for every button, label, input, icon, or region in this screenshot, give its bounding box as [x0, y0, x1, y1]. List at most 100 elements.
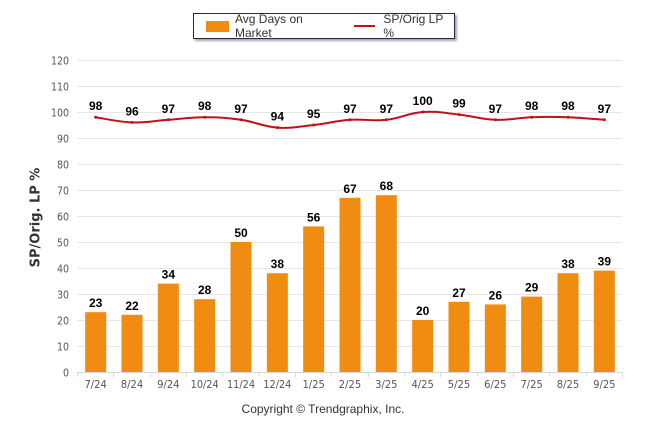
line-data-label: 100 [413, 94, 433, 108]
bar [303, 226, 325, 372]
bar-data-labels: 23 22 34 28 50 38 56 67 68 20 27 26 29 38 39 [89, 179, 611, 318]
line-data-label: 97 [598, 102, 612, 116]
line-point [530, 115, 534, 119]
legend-label-bar[interactable]: Avg Days on Market [234, 12, 303, 40]
x-tick-label: 11/24 [227, 378, 255, 391]
bar [157, 283, 179, 372]
bar-data-label: 34 [162, 268, 176, 282]
line-point [384, 118, 388, 122]
legend-swatch-line [354, 25, 376, 27]
bar-data-label: 22 [125, 299, 139, 313]
x-tick-label: 7/24 [84, 378, 106, 391]
line-point [203, 115, 207, 119]
y-tick-label: 100 [51, 107, 69, 120]
bar-data-label: 38 [271, 257, 285, 271]
line-data-label: 97 [489, 102, 503, 116]
line-data-label: 94 [271, 110, 285, 124]
line-data-label: 97 [380, 102, 394, 116]
x-axis: 7/24 8/24 9/24 10/24 11/24 12/24 1/25 2/25 3/25 4… [77, 372, 623, 391]
bar-data-label: 26 [489, 288, 503, 302]
line-point [275, 126, 279, 130]
line-data-label: 97 [343, 102, 357, 116]
y-tick-label: 110 [51, 81, 69, 94]
bar-data-label: 23 [89, 296, 103, 310]
bar [85, 312, 107, 372]
line-series [94, 110, 606, 130]
line-data-labels: 98 96 97 98 97 94 95 97 97 100 99 97 98 98 97 [89, 94, 611, 124]
legend-swatch-bar [206, 20, 229, 32]
bar [266, 273, 288, 372]
y-tick-label: 10 [57, 341, 69, 354]
x-tick-label: 1/25 [302, 378, 324, 391]
x-tick-label: 2/25 [339, 378, 361, 391]
line-point [94, 115, 98, 119]
x-tick-label: 12/24 [263, 378, 291, 391]
line-data-label: 99 [452, 97, 466, 111]
y-tick-label: 50 [57, 237, 69, 250]
bar [448, 301, 470, 372]
y-tick-label: 40 [57, 263, 69, 276]
copyright: Copyright © Trendgraphix, Inc. [241, 402, 405, 416]
y-tick-label: 60 [57, 211, 69, 224]
line-point [602, 118, 606, 122]
line-point [493, 118, 497, 122]
line-point [421, 110, 425, 114]
y-tick-label: 20 [57, 315, 69, 328]
bar-data-label: 27 [452, 286, 466, 300]
line-data-label: 98 [89, 99, 103, 113]
x-tick-label: 8/24 [121, 378, 143, 391]
bar [593, 270, 615, 372]
line-data-label: 98 [561, 99, 575, 113]
legend-label-line[interactable]: SP/Orig LP % [383, 12, 444, 40]
bar-data-label: 56 [307, 210, 321, 224]
bar-data-label: 67 [343, 182, 357, 196]
line-point [130, 120, 134, 124]
bar-data-label: 38 [561, 257, 575, 271]
line-data-label: 98 [525, 99, 539, 113]
bar [412, 320, 434, 372]
y-tick-labels: 0 10 20 30 40 50 60 70 80 90 100 110 120 [51, 55, 69, 380]
line-point [566, 115, 570, 119]
y-tick-label: 30 [57, 289, 69, 302]
x-tick-label: 5/25 [448, 378, 470, 391]
bar-data-label: 29 [525, 281, 539, 295]
line-data-label: 95 [307, 107, 321, 121]
bar-data-label: 39 [598, 255, 612, 269]
bar [121, 314, 143, 372]
line-point [166, 118, 170, 122]
legend: Avg Days on Market SP/Orig LP % [193, 12, 455, 40]
x-tick-label: 3/25 [375, 378, 397, 391]
line-point [348, 118, 352, 122]
line-data-label: 97 [162, 102, 176, 116]
x-tick-label: 8/25 [557, 378, 579, 391]
y-tick-label: 0 [63, 367, 69, 380]
bar-data-label: 68 [380, 179, 394, 193]
line-data-label: 97 [234, 102, 248, 116]
line-point [239, 118, 243, 122]
bar [484, 304, 506, 372]
y-axis-title: SP/Orig. LP % [28, 167, 44, 268]
bar-data-label: 50 [234, 226, 248, 240]
line-point [457, 113, 461, 117]
bar [521, 296, 543, 372]
bars [85, 195, 615, 372]
x-tick-label: 6/25 [484, 378, 506, 391]
line-data-label: 96 [125, 104, 139, 118]
x-tick-label: 9/25 [593, 378, 615, 391]
line-data-label: 98 [198, 99, 212, 113]
bar [557, 273, 579, 372]
x-tick-label: 4/25 [411, 378, 433, 391]
bar [194, 299, 216, 372]
y-tick-label: 80 [57, 159, 69, 172]
x-tick-label: 10/24 [191, 378, 219, 391]
bar-data-label: 20 [416, 304, 430, 318]
bar [230, 242, 252, 372]
y-tick-label: 70 [57, 185, 69, 198]
x-tick-label: 9/24 [157, 378, 179, 391]
line-point [312, 123, 316, 127]
bar-data-label: 28 [198, 283, 212, 297]
x-tick-label: 7/25 [520, 378, 542, 391]
bar [339, 197, 361, 372]
y-tick-label: 90 [57, 133, 69, 146]
